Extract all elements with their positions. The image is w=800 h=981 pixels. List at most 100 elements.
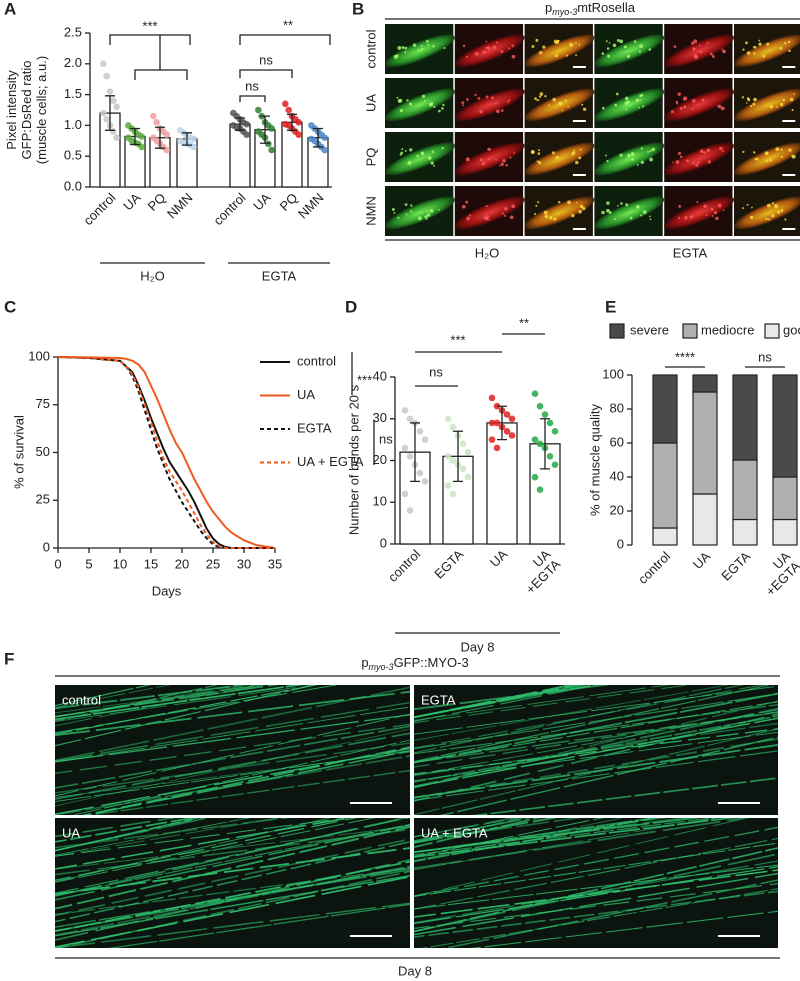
data-point	[295, 131, 302, 138]
speckle	[715, 216, 719, 221]
survival-line	[57, 356, 276, 549]
speckle	[409, 102, 413, 106]
error-bar	[260, 115, 270, 144]
x-tick-label: control	[635, 549, 673, 587]
speckle	[636, 163, 639, 166]
speckle	[400, 151, 404, 155]
speckle	[500, 109, 504, 112]
speckle	[679, 155, 683, 159]
speckle	[531, 44, 535, 48]
speckle	[547, 104, 550, 106]
y-tick-label: 2.5	[64, 24, 82, 39]
speckle	[571, 213, 575, 218]
muscle-fiber	[414, 713, 778, 802]
muscle-fiber	[414, 818, 719, 871]
speckle	[639, 44, 643, 48]
speckle	[462, 44, 466, 48]
muscle-fiber	[414, 869, 778, 918]
speckle	[698, 44, 701, 47]
speckle	[433, 164, 436, 167]
speckle	[488, 218, 491, 221]
panel-letter: C	[4, 297, 16, 316]
data-point	[488, 436, 496, 443]
speckle	[752, 102, 756, 106]
muscle-fiber	[472, 777, 778, 815]
worm	[384, 196, 455, 230]
x-tick-label: 15	[144, 556, 158, 571]
speckle	[426, 210, 429, 213]
legend-swatch	[609, 323, 625, 339]
speckle	[606, 208, 610, 213]
data-point	[113, 103, 120, 111]
speckle	[579, 148, 582, 151]
speckle	[417, 49, 420, 52]
speckle	[784, 218, 787, 221]
speckle	[398, 98, 403, 103]
data-point	[541, 411, 549, 418]
muscle-fiber	[55, 838, 410, 917]
speckle	[505, 163, 509, 167]
data-point	[190, 135, 197, 143]
data-point	[459, 440, 467, 448]
speckle	[648, 215, 651, 218]
speckle	[750, 215, 754, 219]
worm	[664, 88, 735, 122]
muscle-fiber	[414, 715, 778, 783]
x-tick-label: control	[210, 190, 248, 228]
speckle	[405, 213, 408, 216]
speckle	[575, 42, 577, 44]
speckle	[791, 109, 794, 112]
speckle	[677, 92, 681, 96]
muscle-fiber	[414, 700, 778, 789]
x-tick-label-line: EGTA	[719, 549, 754, 584]
survival-line	[57, 356, 275, 549]
worm	[594, 88, 665, 122]
speckle	[482, 50, 486, 54]
significance-bracket	[239, 95, 266, 102]
muscle-fiber	[55, 825, 410, 910]
x-tick-label: UA+EGTA	[753, 549, 800, 599]
muscle-fiber	[55, 751, 410, 798]
speckle	[535, 38, 539, 42]
data-point	[508, 432, 516, 439]
speckle	[407, 160, 412, 165]
speckle	[710, 207, 714, 211]
data-point	[401, 407, 409, 414]
muscle-fiber	[55, 714, 410, 763]
data-point	[488, 394, 496, 402]
x-tick-label: EGTA	[432, 547, 467, 582]
legend-swatch	[682, 323, 698, 339]
micrograph	[664, 78, 735, 128]
muscle-fiber	[55, 754, 410, 815]
muscle-fiber	[55, 867, 410, 916]
muscle-fiber	[55, 818, 292, 849]
speckle	[496, 109, 500, 114]
bar-segment	[772, 518, 798, 546]
survival-line	[57, 356, 275, 549]
x-tick-label-line: control	[635, 549, 673, 587]
x-tick-label-line: UA	[690, 549, 714, 573]
speckle	[606, 201, 610, 205]
speckle	[404, 203, 408, 207]
speckle	[578, 209, 582, 214]
speckle	[393, 54, 398, 59]
speckle	[534, 212, 537, 216]
muscle-fiber	[414, 842, 778, 897]
speckle	[701, 98, 705, 102]
speckle	[693, 39, 698, 44]
speckle	[537, 152, 541, 155]
speckle	[537, 161, 542, 165]
micrograph	[524, 132, 595, 182]
muscle-fiber	[55, 685, 264, 727]
image-label: UA	[62, 825, 80, 840]
worm	[384, 88, 455, 122]
muscle-fiber	[414, 750, 778, 801]
speckle	[487, 148, 490, 151]
speckle	[438, 208, 440, 211]
speckle	[486, 46, 491, 50]
bar-segment	[692, 391, 718, 495]
speckle	[722, 150, 725, 153]
muscle-fiber	[414, 818, 558, 844]
group-label: H₂O	[140, 268, 165, 283]
speckle	[544, 95, 547, 98]
